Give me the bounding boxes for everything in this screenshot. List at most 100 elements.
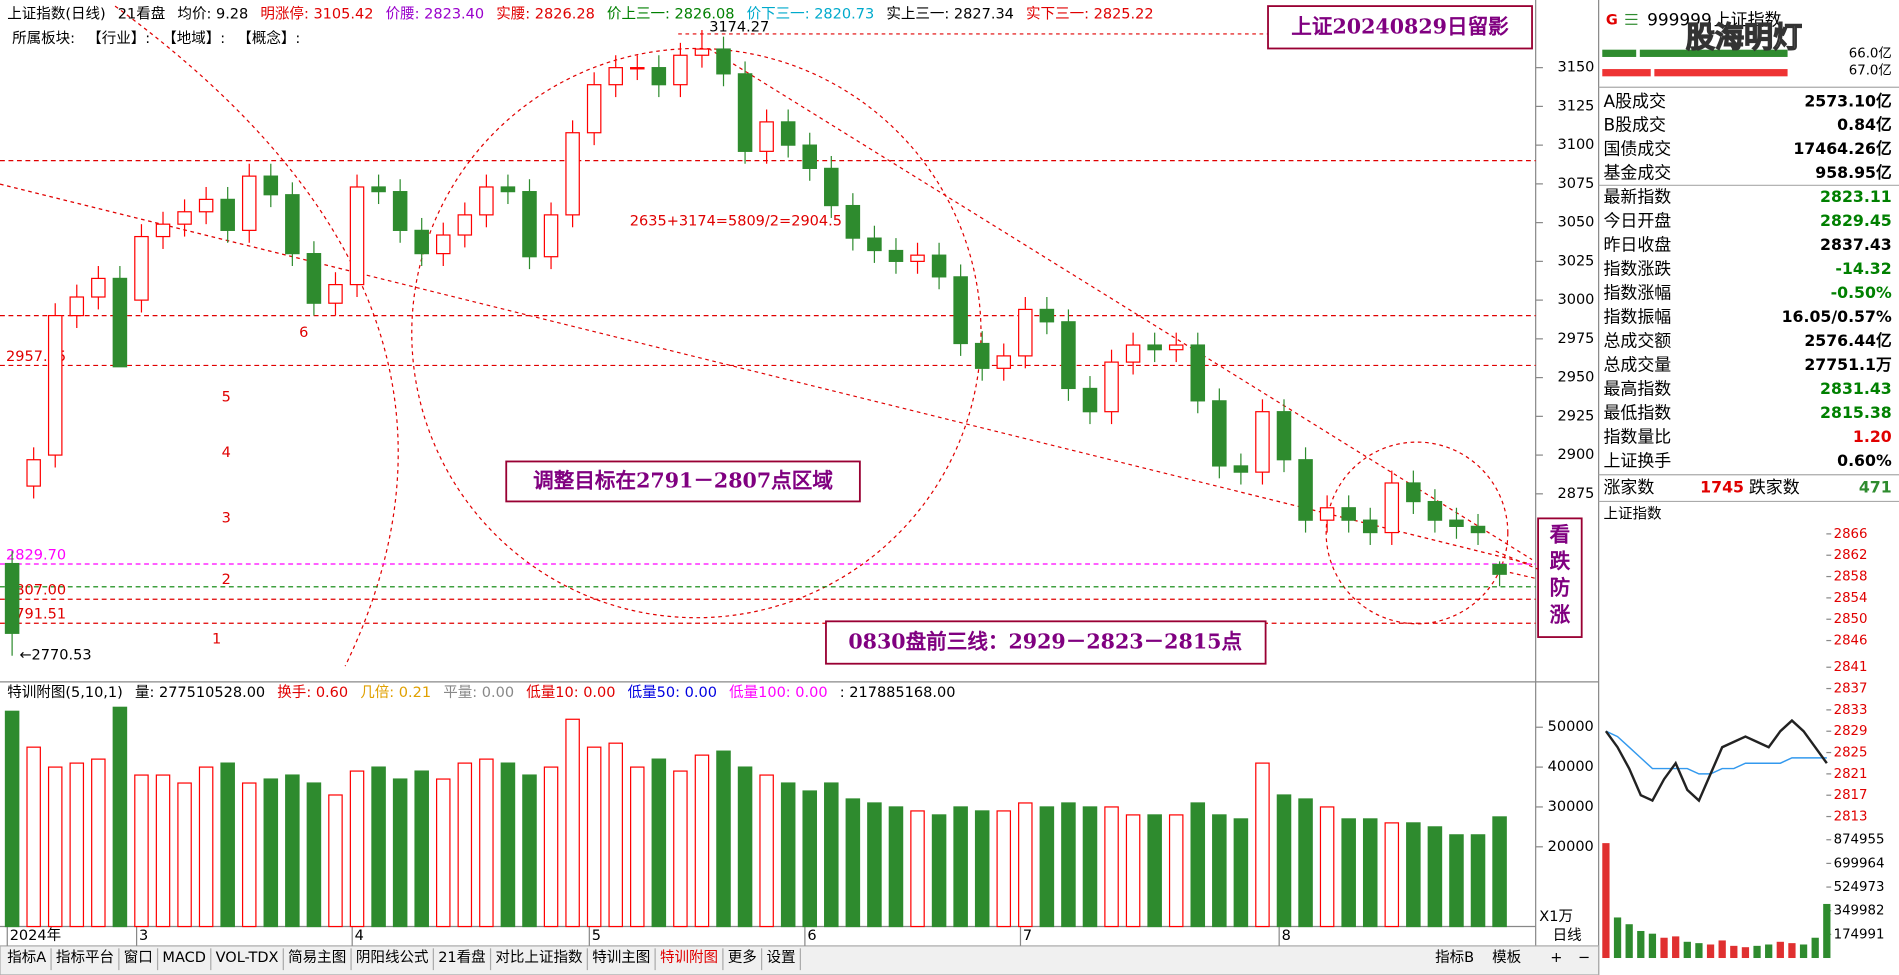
volume-bar	[1168, 814, 1184, 928]
volume-bar	[802, 790, 818, 928]
ratio-bar	[1654, 69, 1788, 77]
info-item: 【行业】:	[87, 30, 150, 47]
code: 999999	[1647, 10, 1712, 30]
zoom-button[interactable]: −	[1578, 950, 1590, 966]
candle-body	[1018, 308, 1033, 357]
candle-body	[996, 355, 1012, 369]
info-item: 实下三一: 2825.22	[1026, 6, 1154, 23]
annotation: 看跌防涨	[1550, 522, 1571, 626]
x-tick-label: 5	[592, 928, 601, 944]
tab[interactable]: 指标B	[1435, 949, 1474, 966]
row-value: 2576.44亿	[1804, 331, 1892, 350]
intraday-volume-bar	[1625, 924, 1633, 959]
volume-bar	[328, 794, 343, 928]
y-tick-label: 874955	[1834, 833, 1885, 848]
volume-bar	[26, 746, 41, 928]
volume-bar	[694, 754, 710, 928]
volume-bar	[306, 782, 322, 928]
row-value: 17464.26亿	[1793, 139, 1892, 158]
row-label: 昨日收盘	[1603, 235, 1671, 255]
period-tab[interactable]: 日线	[1553, 927, 1582, 944]
annotation-box	[1537, 517, 1583, 638]
candle-body	[522, 191, 537, 258]
candle-body	[1492, 563, 1507, 575]
wave-label: 2	[222, 572, 231, 588]
zoom-button[interactable]: +	[1550, 950, 1562, 966]
tab[interactable]: 指标A	[7, 949, 46, 966]
volume-bar	[1319, 806, 1335, 928]
info-item: 明涨停: 3105.42	[260, 6, 373, 23]
tab[interactable]: 简易主图	[288, 949, 346, 966]
y-tick-label: 3100	[1557, 137, 1594, 153]
info-item: 实上三一: 2827.34	[886, 6, 1014, 23]
y-tick-label: 30000	[1548, 799, 1594, 815]
volume-bar	[479, 758, 494, 928]
info-item: 价腰: 2823.40	[386, 7, 485, 23]
info-item: 上证指数(日线)	[7, 6, 105, 23]
row-value: 2823.11	[1820, 187, 1892, 206]
tab[interactable]: 更多	[728, 949, 757, 966]
info-item: 【地域】:	[162, 30, 225, 47]
candle-body	[630, 67, 645, 70]
y-tick-label: 2846	[1834, 634, 1868, 649]
intraday-volume-bar	[1613, 917, 1622, 959]
y-tick-label: 3150	[1557, 60, 1594, 76]
candle-body	[565, 132, 580, 216]
tab[interactable]: 设置	[766, 949, 795, 966]
info-row: 所属板块: 【行业】: 【地域】: 【概念】:	[12, 29, 300, 47]
x-tick-label: 8	[1282, 928, 1291, 944]
y-tick-label: 2825	[1834, 746, 1868, 761]
candle-body	[931, 254, 947, 278]
level-label: 2791.51	[6, 607, 66, 623]
candle-body	[543, 214, 559, 258]
tab[interactable]: 阴阳线公式	[356, 949, 429, 966]
y-tick-label: 524973	[1834, 880, 1885, 895]
volume-bar	[134, 774, 149, 928]
x-tick-label: 6	[807, 928, 816, 944]
y-tick-label: 349982	[1834, 904, 1885, 919]
volume-bar	[888, 806, 904, 928]
row-label: 最新指数	[1603, 187, 1671, 207]
candle-body	[349, 186, 365, 286]
candle-body	[414, 229, 429, 255]
tab[interactable]: 窗口	[124, 948, 153, 966]
intraday-line	[1605, 730, 1827, 775]
volume-bar	[1276, 794, 1292, 928]
y-tick-label: 2841	[1834, 660, 1868, 675]
tab[interactable]: 模板	[1492, 948, 1522, 966]
tab-bar	[0, 945, 1600, 975]
tab[interactable]: 特训主图	[592, 949, 650, 966]
volume-bar	[91, 758, 106, 928]
tab[interactable]: 对比上证指数	[495, 949, 583, 966]
volume-bar	[1492, 816, 1507, 928]
y-tick-label: 3125	[1557, 98, 1594, 114]
tab[interactable]: VOL-TDX	[216, 950, 279, 966]
volume-bar	[737, 766, 753, 928]
candle-body	[457, 214, 473, 236]
row-label: 今日开盘	[1603, 211, 1671, 231]
candle-body	[888, 249, 904, 262]
candle-body	[1384, 482, 1400, 534]
y-tick-label: 2950	[1557, 370, 1594, 386]
tab[interactable]: MACD	[162, 950, 206, 966]
volume-bar	[112, 706, 128, 928]
intraday-volume-bar	[1602, 843, 1610, 959]
candle-body	[1298, 459, 1313, 521]
pointer-line	[1495, 550, 1539, 570]
volume-bar	[630, 766, 645, 928]
candle-body	[91, 277, 106, 298]
intraday-title: 上证指数	[1603, 506, 1662, 523]
row-value: 1.20	[1853, 427, 1892, 446]
breadth-label: 跌家数	[1749, 477, 1800, 497]
tab[interactable]: 特训附图	[660, 949, 718, 966]
annotation: 0830盘前三线：2929－2823－2815点	[848, 630, 1242, 654]
candle-body	[328, 284, 343, 304]
volume-bar	[457, 762, 473, 928]
tab[interactable]: 指标平台	[56, 949, 114, 966]
tab[interactable]: 21看盘	[438, 948, 486, 966]
volume-bar	[285, 774, 300, 928]
candle-body	[1212, 400, 1227, 467]
wave-label: 1	[212, 631, 221, 647]
candle-body	[479, 186, 494, 216]
